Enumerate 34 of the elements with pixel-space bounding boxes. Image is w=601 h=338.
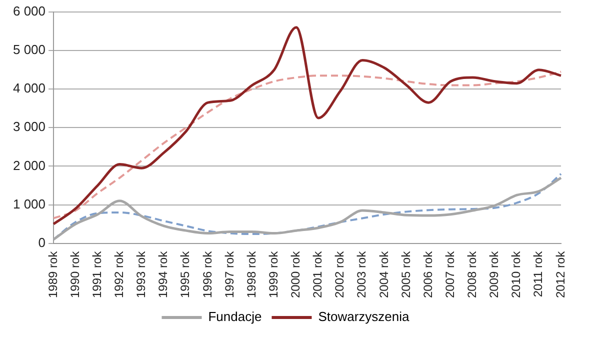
y-tick-label: 4 000 (12, 80, 46, 96)
x-tick-label: 2012 rok (553, 250, 568, 298)
x-tick-label: 2009 rok (487, 250, 502, 298)
x-tick-label: 1995 rok (178, 250, 192, 298)
y-tick-label: 2 000 (12, 158, 46, 173)
x-tick-label: 1989 rok (46, 250, 60, 298)
x-tick-label: 1990 rok (68, 250, 82, 298)
x-tick-label: 2002 rok (332, 250, 347, 298)
x-tick-label: 2003 rok (354, 250, 369, 298)
x-tick-label: 1994 rok (156, 250, 170, 298)
x-tick-label: 2001 rok (310, 250, 325, 298)
x-tick-label: 2007 rok (442, 250, 457, 298)
x-tick-label: 1999 rok (266, 250, 280, 298)
legend-label: Fundacje (208, 309, 262, 324)
x-tick-label: 1993 rok (134, 250, 148, 298)
x-tick-label: 1991 rok (90, 250, 104, 298)
x-tick-label: 2005 rok (398, 250, 413, 298)
y-tick-label: 1 000 (12, 196, 46, 212)
x-tick-label: 2011 rok (531, 250, 546, 298)
legend-label: Stowarzyszenia (318, 309, 410, 324)
y-tick-label: 5 000 (12, 42, 46, 58)
y-tick-label: 3 000 (12, 119, 46, 134)
x-tick-label: 1996 rok (200, 250, 214, 298)
y-tick-label: 6 000 (12, 4, 46, 19)
x-tick-label: 1998 rok (244, 250, 258, 298)
x-tick-label: 1997 rok (222, 250, 236, 298)
x-tick-label: 2006 rok (420, 250, 435, 298)
x-tick-label: 2000 rok (288, 250, 303, 298)
x-tick-label: 2008 rok (465, 250, 480, 298)
line-series (52, 26, 562, 226)
x-tick-label: 2004 rok (376, 250, 391, 298)
x-tick-label: 2010 rok (509, 250, 524, 298)
x-tick-label: 1992 rok (112, 250, 126, 298)
y-tick-label: 0 (38, 234, 46, 250)
